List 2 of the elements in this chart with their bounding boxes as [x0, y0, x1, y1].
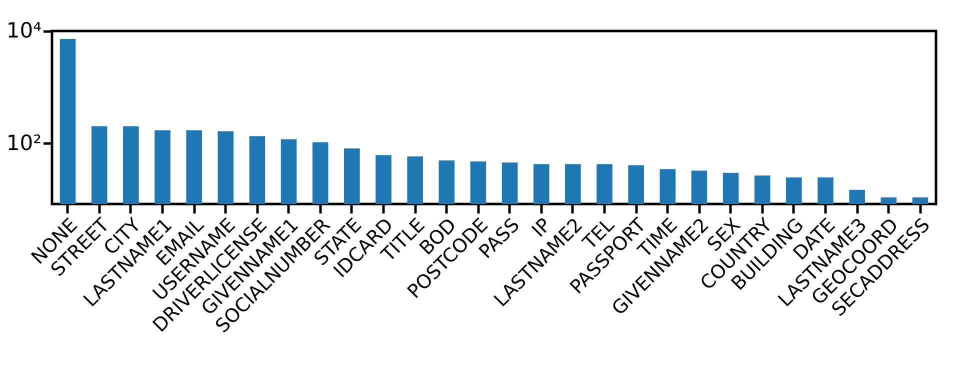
- y-tick-label: 10²: [6, 130, 42, 155]
- y-tick-label: 10⁴: [6, 18, 42, 42]
